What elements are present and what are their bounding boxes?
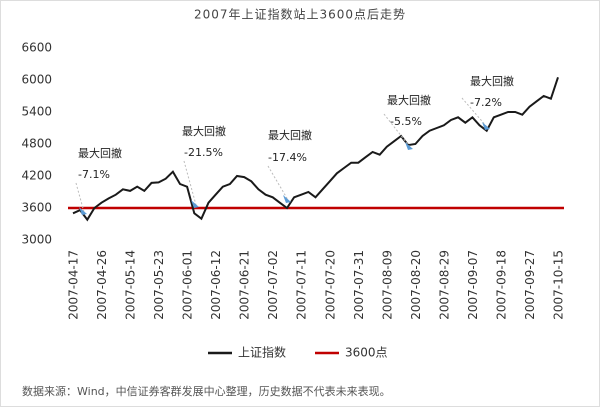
x-tick-label: 2007-07-11	[295, 250, 309, 320]
y-tick-label: 4200	[21, 169, 52, 183]
x-tick-label: 2007-09-18	[494, 250, 508, 320]
index-line	[72, 76, 559, 222]
annotation-arrowhead	[405, 142, 413, 150]
x-tick-label: 2007-08-09	[380, 250, 394, 320]
annotation-arrow	[75, 182, 85, 213]
annotation-label: -7.2%	[470, 96, 502, 109]
x-tick-label: 2007-04-17	[67, 250, 81, 320]
x-tick-label: 2007-09-07	[466, 250, 480, 320]
annotation-title: 最大回撤	[470, 74, 514, 88]
x-tick-label: 2007-06-21	[238, 250, 252, 320]
y-tick-label: 5400	[21, 105, 52, 119]
annotation-label: -5.5%	[390, 115, 422, 128]
y-tick-label: 3600	[21, 201, 52, 215]
annotation-arrowhead	[191, 200, 199, 208]
annotation-title: 最大回撤	[268, 128, 312, 142]
x-tick-label: 2007-08-20	[409, 250, 423, 320]
x-tick-label: 2007-05-14	[124, 250, 138, 320]
annotation-arrow	[383, 113, 411, 148]
annotation-arrow	[267, 165, 289, 201]
annotation-title: 最大回撤	[182, 124, 226, 138]
x-tick-label: 2007-07-02	[266, 250, 280, 320]
x-tick-label: 2007-09-27	[523, 250, 537, 320]
x-tick-label: 2007-07-31	[352, 250, 366, 320]
y-tick-label: 3000	[21, 233, 52, 247]
x-tick-label: 2007-06-01	[181, 250, 195, 320]
annotation-title: 最大回撤	[387, 93, 431, 107]
x-tick-label: 2007-05-23	[152, 250, 166, 320]
source-note: 数据来源：Wind，中信证券客群发展中心整理，历史数据不代表未来表现。	[22, 384, 391, 398]
x-tick-label: 2007-10-15	[552, 250, 566, 320]
x-tick-label: 2007-08-29	[437, 250, 451, 320]
x-tick-label: 2007-04-26	[95, 250, 109, 320]
x-tick-label: 2007-06-12	[209, 250, 223, 320]
annotation-arrowhead	[79, 207, 87, 215]
legend-label: 3600点	[345, 346, 388, 360]
annotation-label: -21.5%	[184, 146, 223, 159]
legend-label: 上证指数	[238, 345, 286, 360]
annotation-arrowhead	[482, 122, 490, 130]
y-tick-label: 6000	[21, 73, 52, 87]
annotation-arrowhead	[283, 195, 291, 203]
annotation-title: 最大回撤	[78, 146, 122, 160]
x-tick-label: 2007-07-20	[323, 250, 337, 320]
annotation-label: -17.4%	[268, 151, 307, 164]
y-tick-label: 4800	[21, 137, 52, 151]
chart-title: 2007年上证指数站上3600点后走势	[194, 7, 406, 22]
y-tick-label: 6600	[21, 41, 52, 55]
annotation-label: -7.1%	[78, 168, 110, 181]
